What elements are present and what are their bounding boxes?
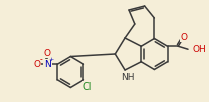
Text: OH: OH <box>193 45 207 54</box>
Text: O: O <box>33 60 40 69</box>
Text: N: N <box>44 60 51 69</box>
Text: NH: NH <box>121 73 135 81</box>
Text: +: + <box>49 57 54 62</box>
Text: -: - <box>39 55 42 64</box>
Text: O: O <box>181 33 188 42</box>
Text: Cl: Cl <box>83 82 92 92</box>
Text: O: O <box>44 49 51 58</box>
